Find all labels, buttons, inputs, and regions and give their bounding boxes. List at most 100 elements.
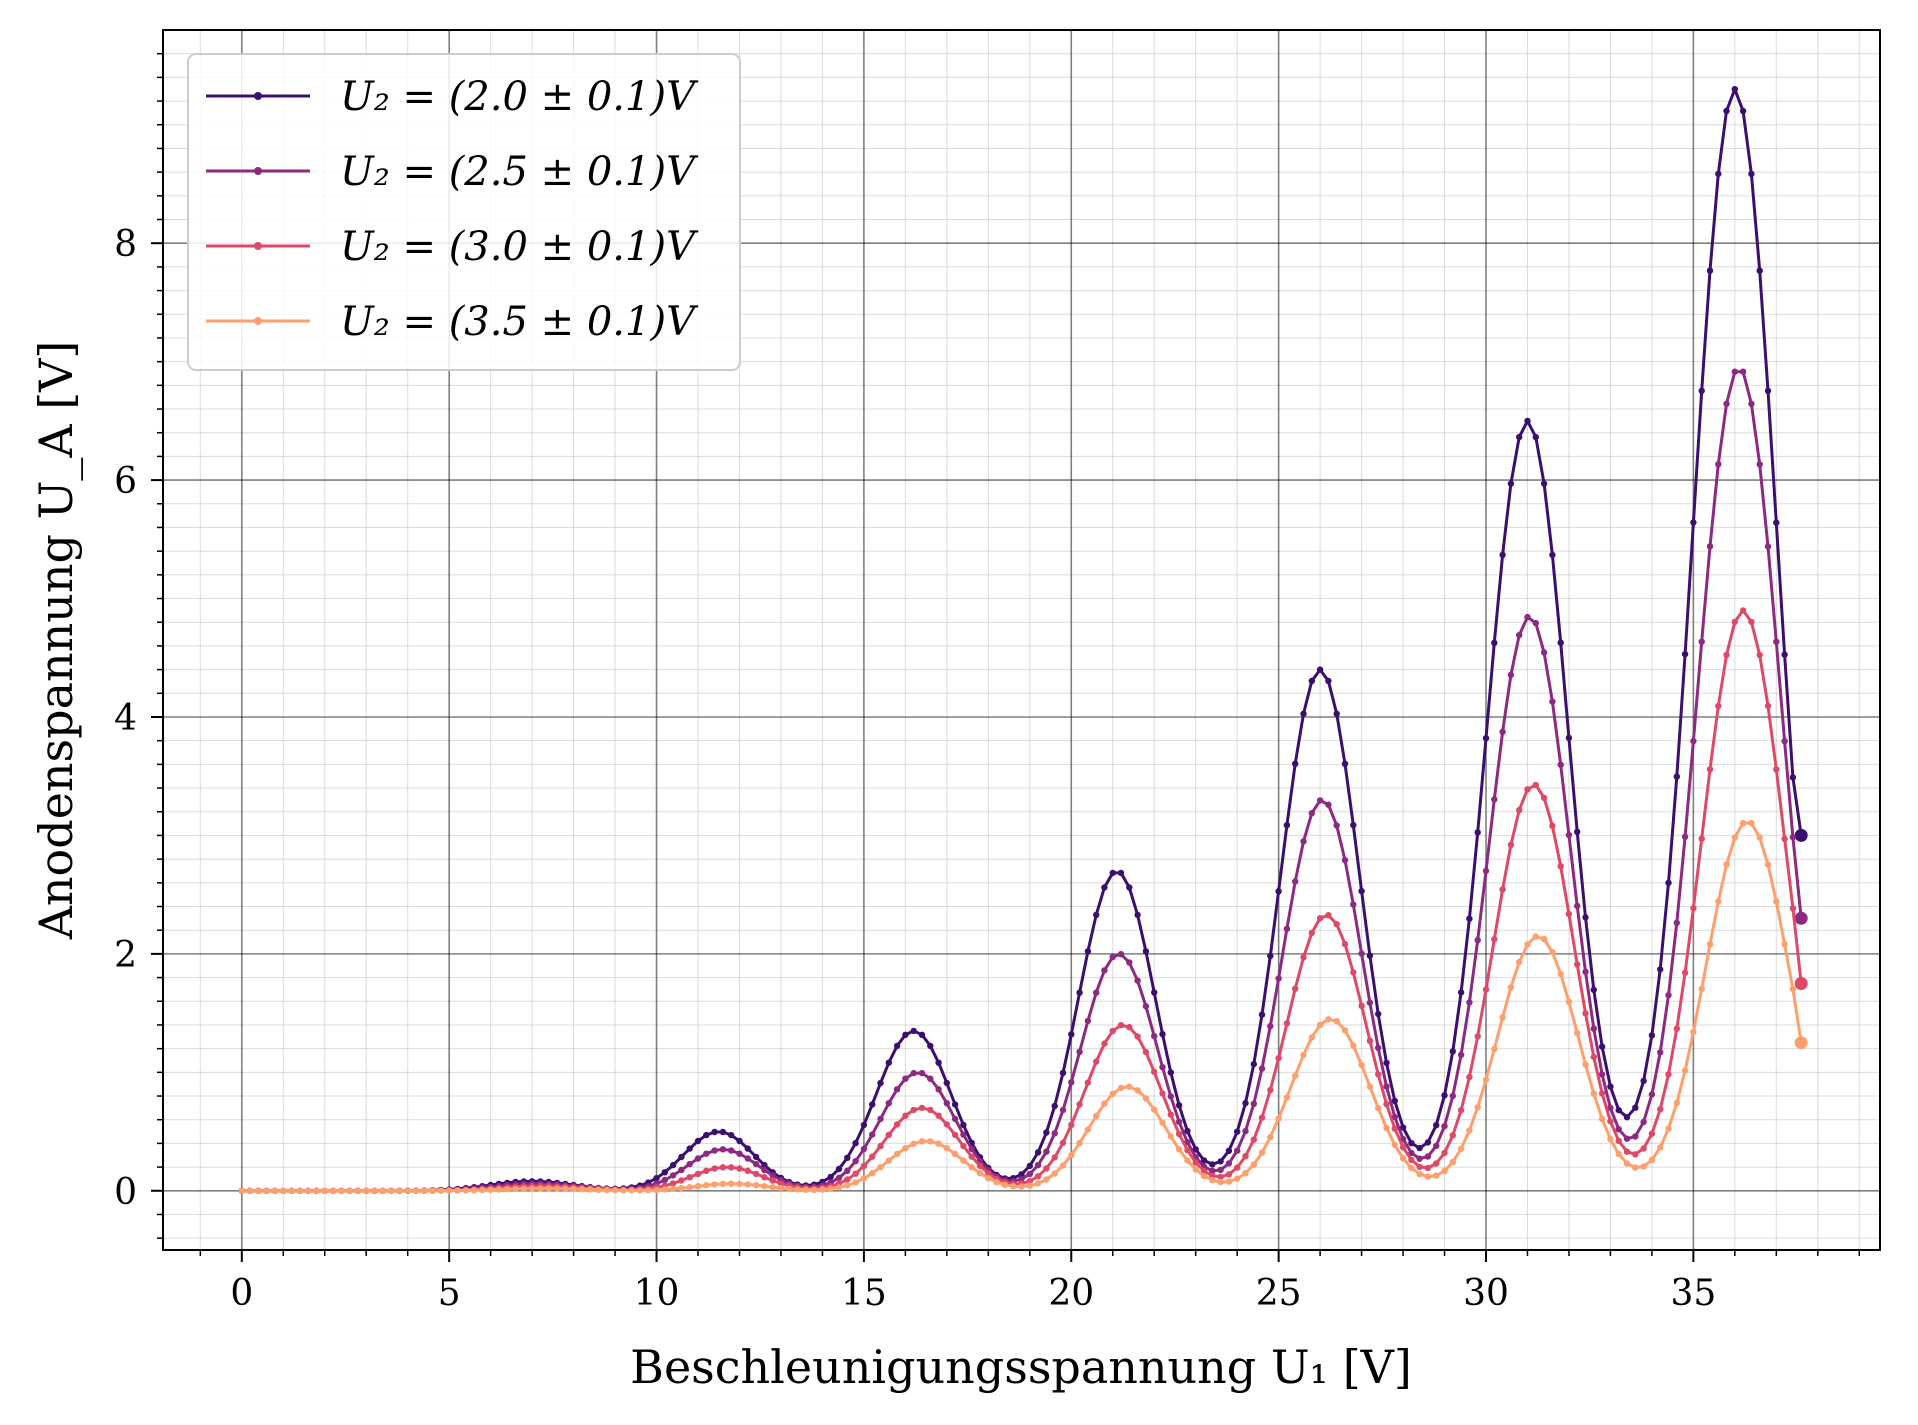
data-point (1698, 387, 1705, 394)
data-point (852, 1139, 859, 1147)
data-point (1673, 1025, 1681, 1032)
data-point (1706, 941, 1714, 948)
data-point (1383, 1083, 1390, 1090)
data-point (1175, 1146, 1183, 1153)
data-point (1267, 952, 1274, 960)
data-point (338, 1187, 345, 1195)
data-point (1764, 387, 1772, 395)
data-point (1101, 967, 1108, 974)
data-point (1308, 929, 1316, 937)
data-point (935, 1112, 942, 1119)
data-point (1366, 999, 1374, 1006)
data-point (1167, 1069, 1175, 1076)
data-point (1383, 1124, 1390, 1132)
data-point (1101, 1040, 1108, 1047)
data-point (296, 1187, 304, 1195)
legend-item: U₂ = (3.0 ± 0.1)V (206, 224, 699, 270)
data-point (238, 1187, 245, 1195)
data-point (711, 1181, 718, 1188)
data-point (437, 1187, 445, 1194)
data-point (1764, 861, 1772, 868)
data-point (1690, 519, 1697, 526)
data-point (810, 1186, 818, 1194)
data-point (960, 1121, 967, 1129)
data-point (1457, 1145, 1465, 1153)
data-point (1225, 1147, 1233, 1155)
data-point (636, 1187, 644, 1194)
data-point (736, 1180, 743, 1188)
data-point (1623, 1160, 1631, 1167)
data-point (819, 1186, 826, 1193)
data-point (669, 1161, 677, 1169)
data-point (1084, 1017, 1092, 1025)
data-point (1598, 1090, 1606, 1097)
data-point (1350, 969, 1357, 976)
data-point (661, 1169, 668, 1176)
data-point (1408, 1164, 1415, 1172)
data-point (960, 1157, 967, 1164)
data-point (1781, 738, 1788, 745)
legend-label: U₂ = (3.0 ± 0.1)V (340, 224, 699, 270)
data-point (1715, 461, 1722, 468)
data-point (1657, 1049, 1664, 1056)
data-point (454, 1187, 461, 1194)
data-point (1424, 1153, 1432, 1160)
data-point (1358, 950, 1365, 957)
data-point (1673, 773, 1681, 780)
data-point (1623, 1135, 1631, 1142)
data-point (1383, 1101, 1390, 1108)
data-point (1258, 1065, 1266, 1072)
data-point (1482, 986, 1490, 993)
data-point (728, 1180, 735, 1187)
data-point (1648, 1156, 1656, 1164)
data-point (935, 1086, 942, 1093)
data-point (1781, 835, 1788, 842)
data-point (744, 1145, 751, 1152)
data-point (1557, 639, 1564, 646)
data-point (1507, 841, 1515, 848)
data-point (711, 1147, 718, 1154)
data-point (1739, 819, 1747, 827)
data-point (1574, 961, 1581, 968)
data-point (1433, 1142, 1440, 1150)
data-point (777, 1180, 785, 1187)
data-point (1794, 977, 1808, 990)
data-point (1358, 1002, 1365, 1009)
data-point (1026, 1170, 1034, 1178)
data-point (703, 1150, 710, 1157)
data-point (827, 1173, 834, 1181)
data-point (1350, 821, 1357, 829)
data-point (902, 1075, 909, 1082)
data-point (1632, 1104, 1639, 1111)
data-point (1292, 878, 1299, 885)
data-point (844, 1182, 851, 1189)
data-point (429, 1187, 436, 1194)
data-point (371, 1187, 378, 1195)
data-point (1632, 1164, 1639, 1171)
data-point (678, 1166, 685, 1174)
x-tick-label: 20 (1048, 1273, 1094, 1314)
data-point (470, 1187, 478, 1194)
data-point (927, 1075, 934, 1082)
data-point (1084, 1126, 1092, 1133)
data-point (703, 1182, 710, 1189)
data-point (1665, 1071, 1672, 1078)
data-point (1598, 1043, 1606, 1050)
data-point (752, 1153, 760, 1161)
data-point (1134, 1033, 1141, 1040)
data-point (1582, 1010, 1589, 1017)
data-point (1590, 986, 1598, 993)
data-point (1516, 433, 1523, 441)
data-point (1507, 984, 1515, 991)
data-point (1648, 1091, 1656, 1098)
data-point (943, 1121, 950, 1128)
data-point (1117, 1084, 1125, 1092)
data-point (951, 1101, 959, 1108)
data-point (1358, 887, 1365, 895)
data-point (927, 1138, 934, 1145)
data-point (736, 1165, 743, 1172)
data-point (1175, 1130, 1183, 1138)
data-point (1449, 1158, 1457, 1166)
data-point (1773, 519, 1780, 526)
data-point (852, 1170, 859, 1177)
